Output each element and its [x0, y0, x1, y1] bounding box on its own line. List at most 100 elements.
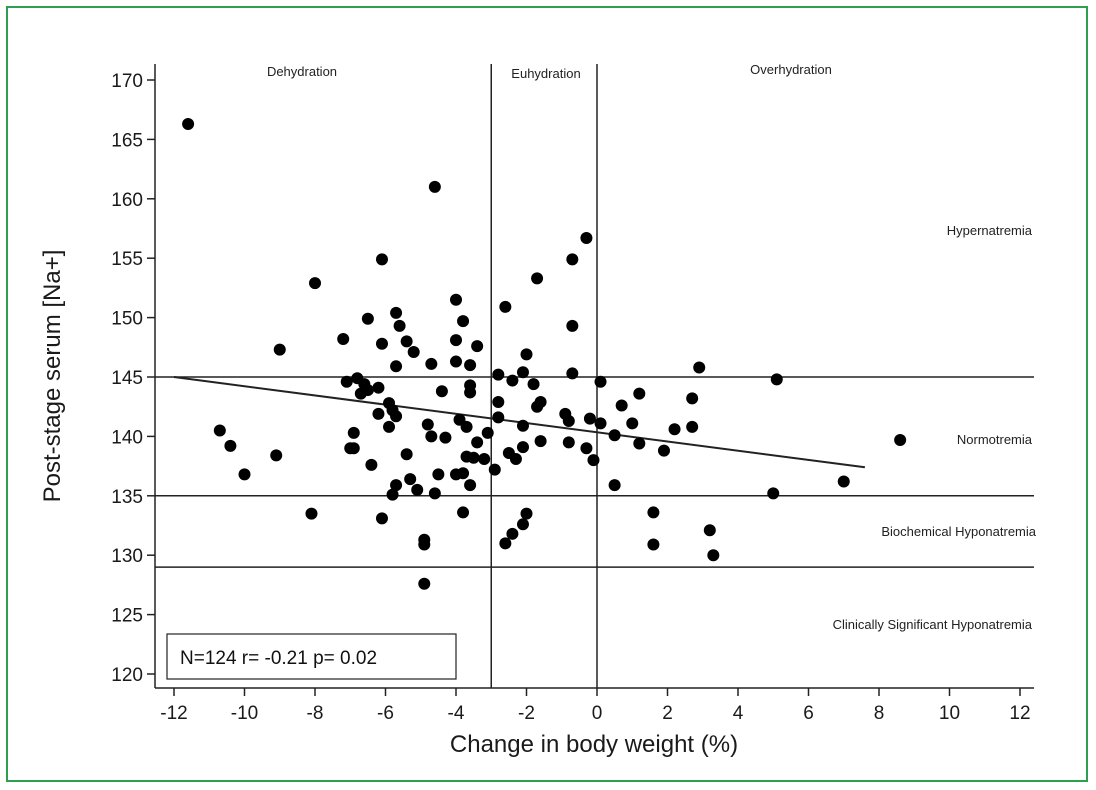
y-tick-label: 170 — [111, 71, 143, 92]
data-point — [450, 468, 462, 481]
x-tick-label: 2 — [662, 703, 673, 724]
data-point — [520, 348, 533, 361]
y-tick-label: 140 — [111, 427, 143, 448]
x-axis-title: Change in body weight (%) — [450, 731, 738, 758]
data-point — [421, 418, 434, 431]
stats-box — [166, 633, 457, 680]
data-point — [583, 412, 596, 425]
data-point — [393, 319, 406, 332]
data-point — [566, 319, 579, 332]
data-point — [390, 360, 403, 373]
data-point — [499, 300, 512, 313]
data-point — [400, 448, 413, 461]
data-point — [633, 387, 646, 400]
data-point — [594, 375, 607, 388]
data-point — [647, 538, 660, 551]
x-ticks: -12 -10 -8 -6 -4 -2 0 2 4 6 8 10 12 — [160, 688, 1031, 724]
label-biochemical-hyponatremia: Biochemical Hyponatremia — [881, 524, 1036, 539]
data-points — [182, 117, 907, 590]
data-point — [383, 420, 396, 433]
reference-lines — [155, 64, 1034, 688]
data-point — [372, 407, 385, 420]
stats-annotation: N=124 r= -0.21 p= 0.02 — [180, 648, 377, 669]
data-point — [894, 433, 907, 446]
data-point — [531, 400, 544, 413]
x-tick-label: 6 — [803, 703, 814, 724]
y-tick-label: 120 — [111, 665, 143, 686]
y-ticks: 120 125 130 135 140 145 150 155 160 165 170 — [111, 71, 155, 686]
data-point — [457, 506, 470, 519]
data-point — [224, 439, 237, 452]
data-point — [439, 431, 452, 444]
data-point — [566, 253, 579, 266]
data-point — [527, 378, 540, 391]
data-point — [270, 449, 283, 462]
data-point — [457, 315, 470, 328]
data-point — [587, 454, 600, 467]
y-tick-label: 150 — [111, 309, 143, 330]
data-point — [365, 458, 378, 471]
data-point — [509, 452, 522, 465]
data-point — [435, 385, 448, 398]
data-point — [506, 374, 519, 387]
data-point — [467, 451, 480, 464]
data-point — [340, 375, 353, 388]
data-point — [580, 232, 593, 245]
data-point — [407, 346, 420, 359]
data-point — [615, 399, 628, 412]
x-tick-label: 10 — [939, 703, 960, 724]
data-point — [390, 479, 403, 492]
x-tick-label: -10 — [231, 703, 258, 724]
data-point — [450, 334, 462, 347]
y-tick-label: 135 — [111, 487, 143, 508]
data-point — [309, 277, 321, 290]
data-point — [432, 468, 445, 481]
x-tick-label: 4 — [733, 703, 744, 724]
data-point — [647, 506, 660, 519]
x-tick-label: -4 — [448, 703, 465, 724]
axes — [154, 64, 1034, 689]
label-clinical-hyponatremia: Clinically Significant Hyponatremia — [833, 617, 1033, 632]
y-tick-label: 145 — [111, 368, 143, 389]
y-axis-title: Post-stage serum [Na+] — [39, 250, 66, 503]
data-point — [608, 479, 621, 492]
data-point — [418, 577, 431, 590]
data-point — [372, 381, 385, 394]
data-point — [464, 386, 477, 399]
y-tick-label: 165 — [111, 130, 143, 151]
data-point — [516, 419, 529, 432]
data-point — [499, 537, 512, 550]
data-point — [390, 410, 403, 423]
data-point — [428, 180, 441, 193]
data-point — [562, 414, 575, 427]
data-point — [425, 357, 438, 370]
data-point — [506, 527, 519, 540]
data-point — [428, 487, 441, 500]
data-point — [182, 117, 195, 130]
data-point — [418, 538, 431, 551]
data-point — [411, 483, 424, 496]
data-point — [531, 272, 544, 285]
data-point — [767, 487, 780, 500]
data-point — [488, 463, 501, 476]
x-tick-label: 8 — [874, 703, 885, 724]
data-point — [464, 479, 477, 492]
y-tick-label: 125 — [111, 606, 143, 627]
data-point — [375, 253, 388, 266]
data-point — [594, 417, 607, 430]
x-tick-label: 0 — [592, 703, 603, 724]
label-hypernatremia: Hypernatremia — [947, 223, 1033, 238]
data-point — [464, 359, 477, 372]
data-point — [703, 524, 716, 537]
x-tick-label: -6 — [377, 703, 394, 724]
data-point — [693, 361, 706, 374]
data-point — [337, 332, 350, 345]
data-point — [213, 424, 226, 437]
data-point — [580, 442, 593, 455]
data-point — [460, 420, 473, 433]
data-point — [400, 335, 413, 348]
data-point — [481, 426, 494, 439]
data-point — [516, 441, 529, 454]
data-point — [450, 355, 462, 368]
